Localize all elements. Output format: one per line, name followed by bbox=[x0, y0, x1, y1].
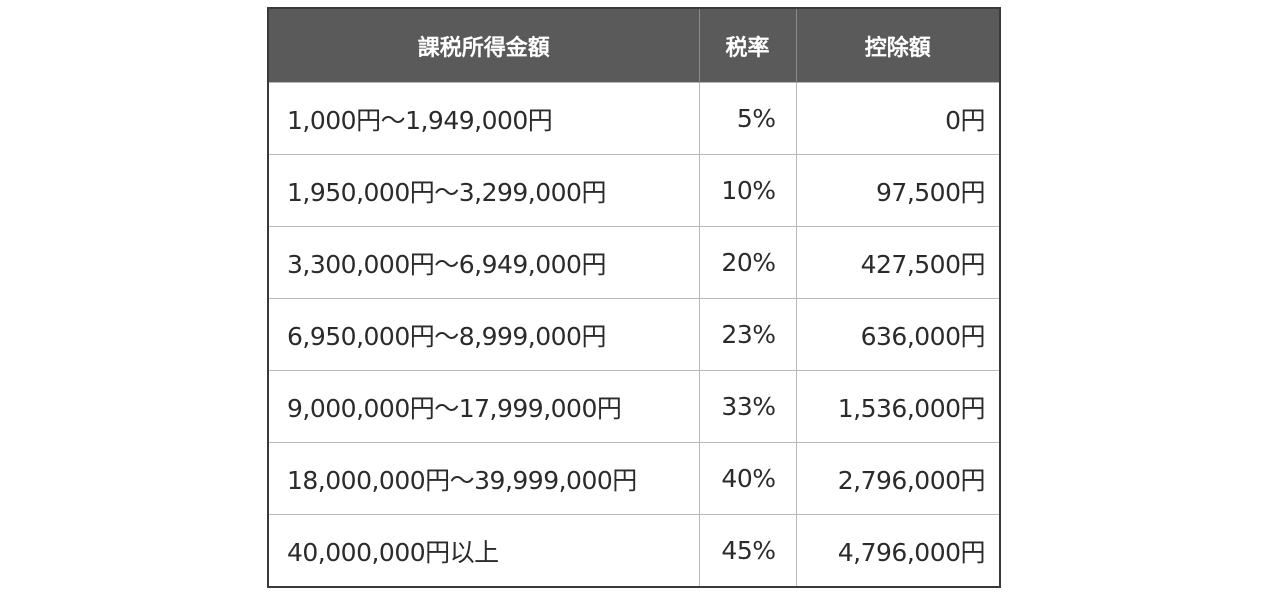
header-deduction: 控除額 bbox=[795, 8, 1000, 83]
cell-deduction: 2,796,000円 bbox=[795, 442, 1000, 515]
table-header-row: 課税所得金額 税率 控除額 bbox=[268, 8, 1000, 83]
cell-tax-rate: 5% bbox=[698, 82, 796, 155]
table-row: 1,000円〜1,949,000円 5% 0円 bbox=[268, 82, 1000, 155]
cell-deduction: 636,000円 bbox=[795, 298, 1000, 371]
cell-taxable-income: 3,300,000円〜6,949,000円 bbox=[268, 226, 699, 299]
header-tax-rate: 税率 bbox=[698, 8, 796, 83]
cell-tax-rate: 23% bbox=[698, 298, 796, 371]
cell-taxable-income: 40,000,000円以上 bbox=[268, 514, 699, 587]
table-row: 40,000,000円以上 45% 4,796,000円 bbox=[268, 514, 1000, 587]
table-row: 1,950,000円〜3,299,000円 10% 97,500円 bbox=[268, 154, 1000, 227]
table-row: 9,000,000円〜17,999,000円 33% 1,536,000円 bbox=[268, 370, 1000, 443]
cell-deduction: 97,500円 bbox=[795, 154, 1000, 227]
cell-taxable-income: 1,000円〜1,949,000円 bbox=[268, 82, 699, 155]
table-row: 6,950,000円〜8,999,000円 23% 636,000円 bbox=[268, 298, 1000, 371]
cell-deduction: 4,796,000円 bbox=[795, 514, 1000, 587]
cell-taxable-income: 6,950,000円〜8,999,000円 bbox=[268, 298, 699, 371]
cell-tax-rate: 40% bbox=[698, 442, 796, 515]
cell-taxable-income: 18,000,000円〜39,999,000円 bbox=[268, 442, 699, 515]
cell-deduction: 0円 bbox=[795, 82, 1000, 155]
cell-tax-rate: 33% bbox=[698, 370, 796, 443]
income-tax-rate-table: 課税所得金額 税率 控除額 1,000円〜1,949,000円 5% 0円 1,… bbox=[267, 7, 1001, 588]
cell-deduction: 1,536,000円 bbox=[795, 370, 1000, 443]
cell-tax-rate: 10% bbox=[698, 154, 796, 227]
cell-tax-rate: 45% bbox=[698, 514, 796, 587]
table-row: 3,300,000円〜6,949,000円 20% 427,500円 bbox=[268, 226, 1000, 299]
cell-deduction: 427,500円 bbox=[795, 226, 1000, 299]
cell-taxable-income: 9,000,000円〜17,999,000円 bbox=[268, 370, 699, 443]
cell-taxable-income: 1,950,000円〜3,299,000円 bbox=[268, 154, 699, 227]
header-taxable-income: 課税所得金額 bbox=[268, 8, 699, 83]
cell-tax-rate: 20% bbox=[698, 226, 796, 299]
table-row: 18,000,000円〜39,999,000円 40% 2,796,000円 bbox=[268, 442, 1000, 515]
